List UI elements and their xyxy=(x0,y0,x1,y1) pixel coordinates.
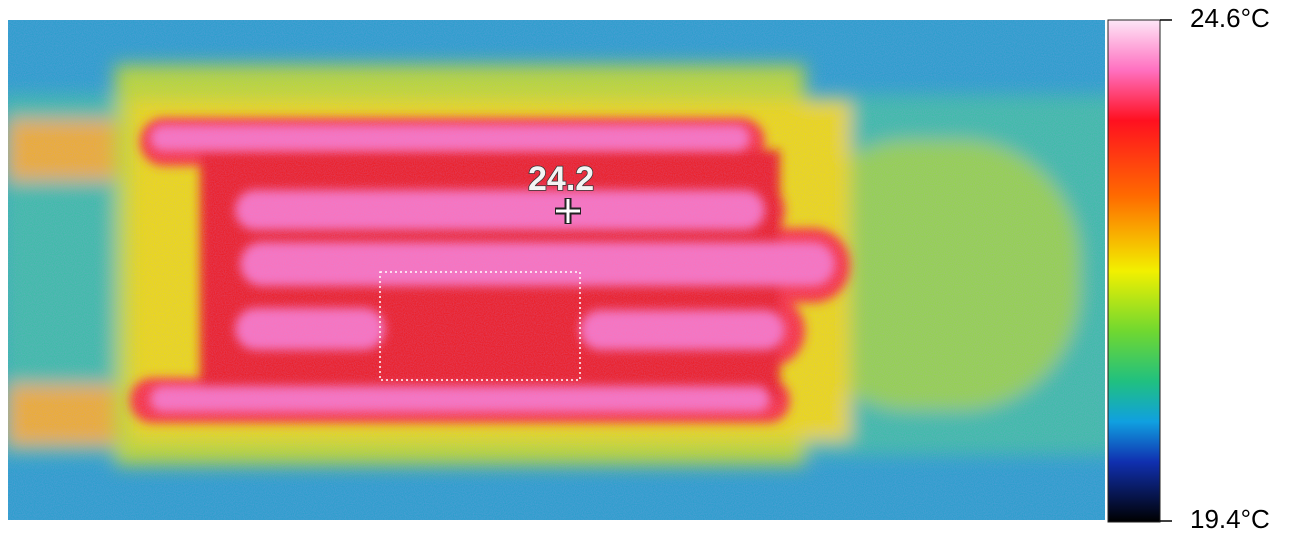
scale-max-label: 24.6°C xyxy=(1190,3,1270,33)
color-scale-bar xyxy=(1108,20,1160,522)
page: 24.2 24.6°C 19.4°C (() => { const data =… xyxy=(0,0,1296,537)
thermal-view: 24.2 24.6°C 19.4°C xyxy=(0,0,1296,537)
thermal-image xyxy=(0,0,1120,537)
scale-min-label: 19.4°C xyxy=(1190,504,1270,534)
spot-temperature: 24.2 xyxy=(528,160,594,198)
